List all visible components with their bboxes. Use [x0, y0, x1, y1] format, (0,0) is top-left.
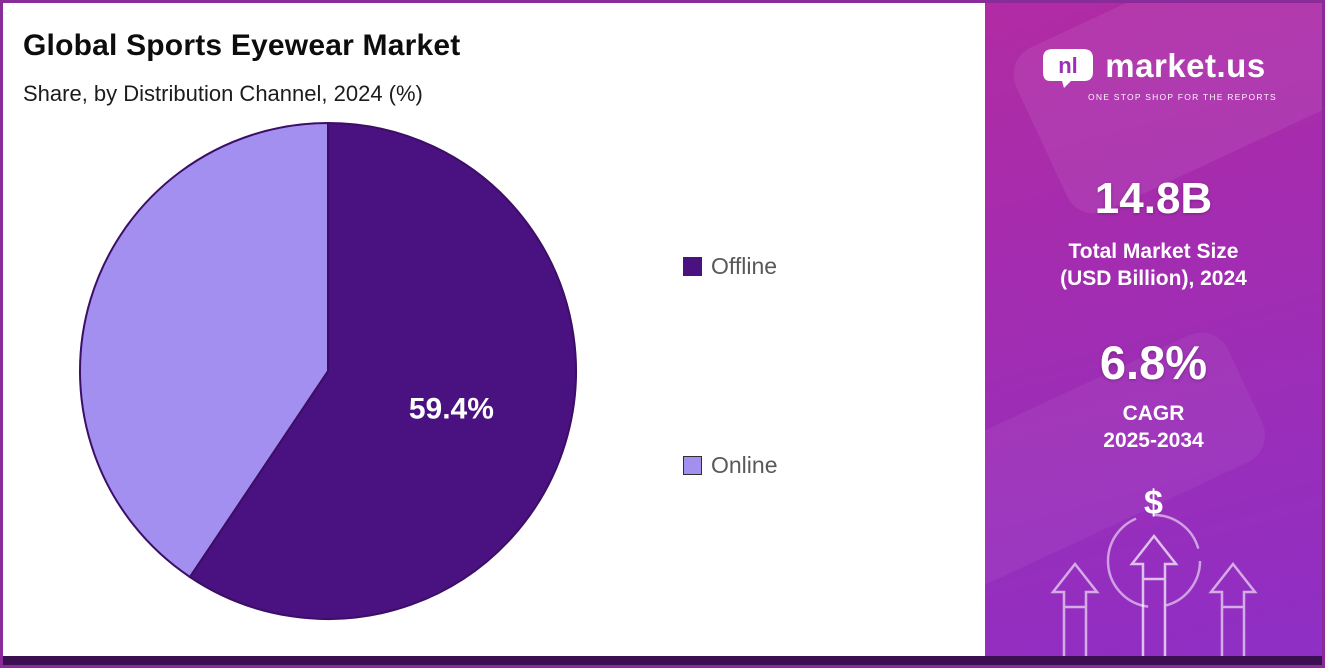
- marketus-logo: nl market.us ONE STOP SHOP FOR THE REPOR…: [1030, 43, 1277, 102]
- svg-text:nl: nl: [1059, 53, 1079, 78]
- cagr-label-line2: 2025-2034: [1103, 428, 1204, 452]
- legend-item-offline: Offline: [683, 253, 777, 280]
- legend-swatch-offline: [683, 257, 702, 276]
- pie-slice-offline: [188, 121, 577, 620]
- dollar-icon: $: [1144, 484, 1163, 522]
- legend-item-online: Online: [683, 452, 777, 479]
- market-size-stat: 14.8B Total Market Size (USD Billion), 2…: [1060, 174, 1247, 293]
- pie-data-label: 59.4%: [409, 393, 494, 426]
- legend: Offline Online: [683, 253, 777, 479]
- chart-subtitle: Share, by Distribution Channel, 2024 (%): [23, 81, 423, 106]
- cagr-stat: 6.8% CAGR 2025-2034: [1100, 335, 1207, 455]
- logo-tagline: ONE STOP SHOP FOR THE REPORTS: [1088, 92, 1277, 102]
- cagr-label: CAGR 2025-2034: [1100, 400, 1207, 455]
- market-size-label-line2: (USD Billion), 2024: [1060, 267, 1247, 291]
- cagr-value: 6.8%: [1099, 335, 1208, 389]
- market-size-value: 14.8B: [1094, 174, 1213, 223]
- cagr-label-line1: CAGR: [1122, 401, 1185, 425]
- logo-text: market.us: [1105, 47, 1266, 84]
- sidebar-panel: nl market.us ONE STOP SHOP FOR THE REPOR…: [985, 3, 1322, 665]
- chart-area: Global Sports Eyewear Market Share, by D…: [3, 3, 985, 665]
- market-size-label: Total Market Size (USD Billion), 2024: [1060, 238, 1247, 293]
- growth-graphic: $: [985, 484, 1322, 659]
- growth-arrows-icon: [1049, 513, 1258, 659]
- legend-label-online: Online: [711, 452, 778, 478]
- pie-chart: 59.4%: [79, 121, 577, 620]
- pie-slice-online: [79, 121, 329, 579]
- legend-label-offline: Offline: [711, 253, 778, 279]
- bottom-accent-bar: [3, 656, 1322, 665]
- chart-row: 59.4% Offline Online: [23, 111, 985, 631]
- chart-title: Global Sports Eyewear Market: [23, 29, 461, 62]
- legend-swatch-online: [683, 456, 702, 475]
- marketus-logo-icon: nl: [1043, 49, 1094, 88]
- market-size-label-line1: Total Market Size: [1068, 240, 1239, 263]
